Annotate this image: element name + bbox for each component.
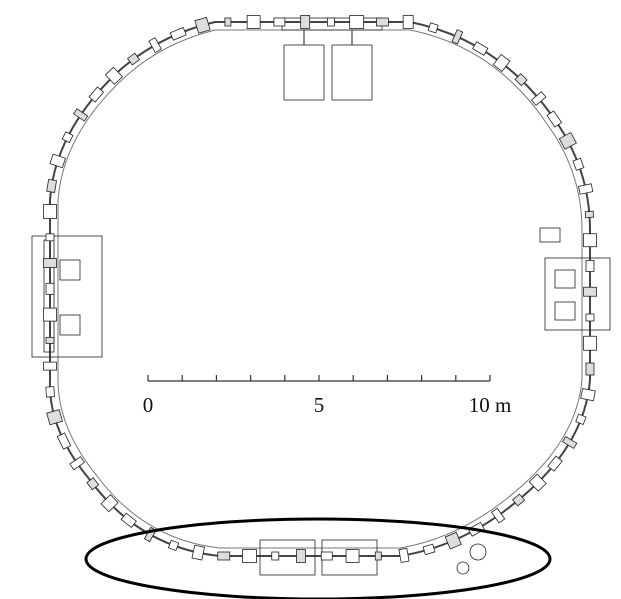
highlight-ellipse [84,517,552,599]
ring-components [43,15,597,563]
magnet [583,335,597,351]
magnet [104,66,123,85]
magnet [43,361,57,371]
magnet [580,388,596,402]
magnet [583,286,597,297]
magnet [451,29,464,45]
magnet [242,549,257,563]
magnet [562,436,578,449]
magnet [61,131,74,144]
magnet [224,17,232,27]
magnet [585,362,595,376]
magnet [585,313,595,322]
magnet [100,494,119,513]
magnet [167,539,180,552]
beam-path-inner [57,29,583,549]
magnet [558,131,577,150]
magnet [577,183,594,195]
magnet [472,41,489,56]
magnet [45,386,55,398]
magnet [191,544,206,561]
magnet [69,456,86,471]
right-section [539,227,611,331]
magnet [43,307,57,322]
magnet [45,282,55,295]
magnet [327,17,335,27]
magnet [46,178,58,193]
magnet [530,91,547,106]
magnet [46,409,63,426]
magnet [300,15,311,29]
magnet [572,157,585,171]
top-section [281,17,383,101]
magnet [320,551,333,561]
magnet [45,336,55,344]
magnet [148,37,162,54]
magnet [528,473,547,492]
magnet [422,543,436,556]
magnet [120,512,137,529]
magnet [514,73,528,87]
magnet [217,551,231,561]
magnet [444,531,462,550]
magnet [584,210,595,219]
magnet [512,493,526,507]
magnet [126,52,141,66]
magnet [374,551,382,561]
magnet [88,86,105,103]
magnet [43,258,57,268]
magnet [273,17,286,27]
magnet [585,260,595,272]
magnet [49,153,66,169]
ring [31,15,611,576]
magnet [583,233,597,248]
magnet [492,53,511,72]
magnet [345,549,360,563]
magnet [427,22,439,34]
magnet [45,233,55,242]
magnet [56,432,72,450]
magnet [194,16,211,34]
magnet [246,15,261,29]
magnet [546,110,563,128]
scale-bar: 0 5 10 m [143,375,512,417]
magnet [547,455,563,472]
magnet [398,547,410,563]
magnet [271,551,280,561]
scale-label: 0 [143,393,154,417]
magnet [491,507,506,524]
magnet [43,204,57,219]
magnet [86,477,100,491]
magnet [376,17,389,27]
magnet [402,15,414,29]
magnet [296,549,306,563]
magnet [349,15,365,29]
magnet [73,108,89,122]
left-section [31,235,103,358]
magnet [575,413,587,426]
beam-path [48,21,591,557]
scale-label: 10 m [469,393,512,417]
scale-label: 5 [314,393,325,417]
magnet [169,26,187,41]
